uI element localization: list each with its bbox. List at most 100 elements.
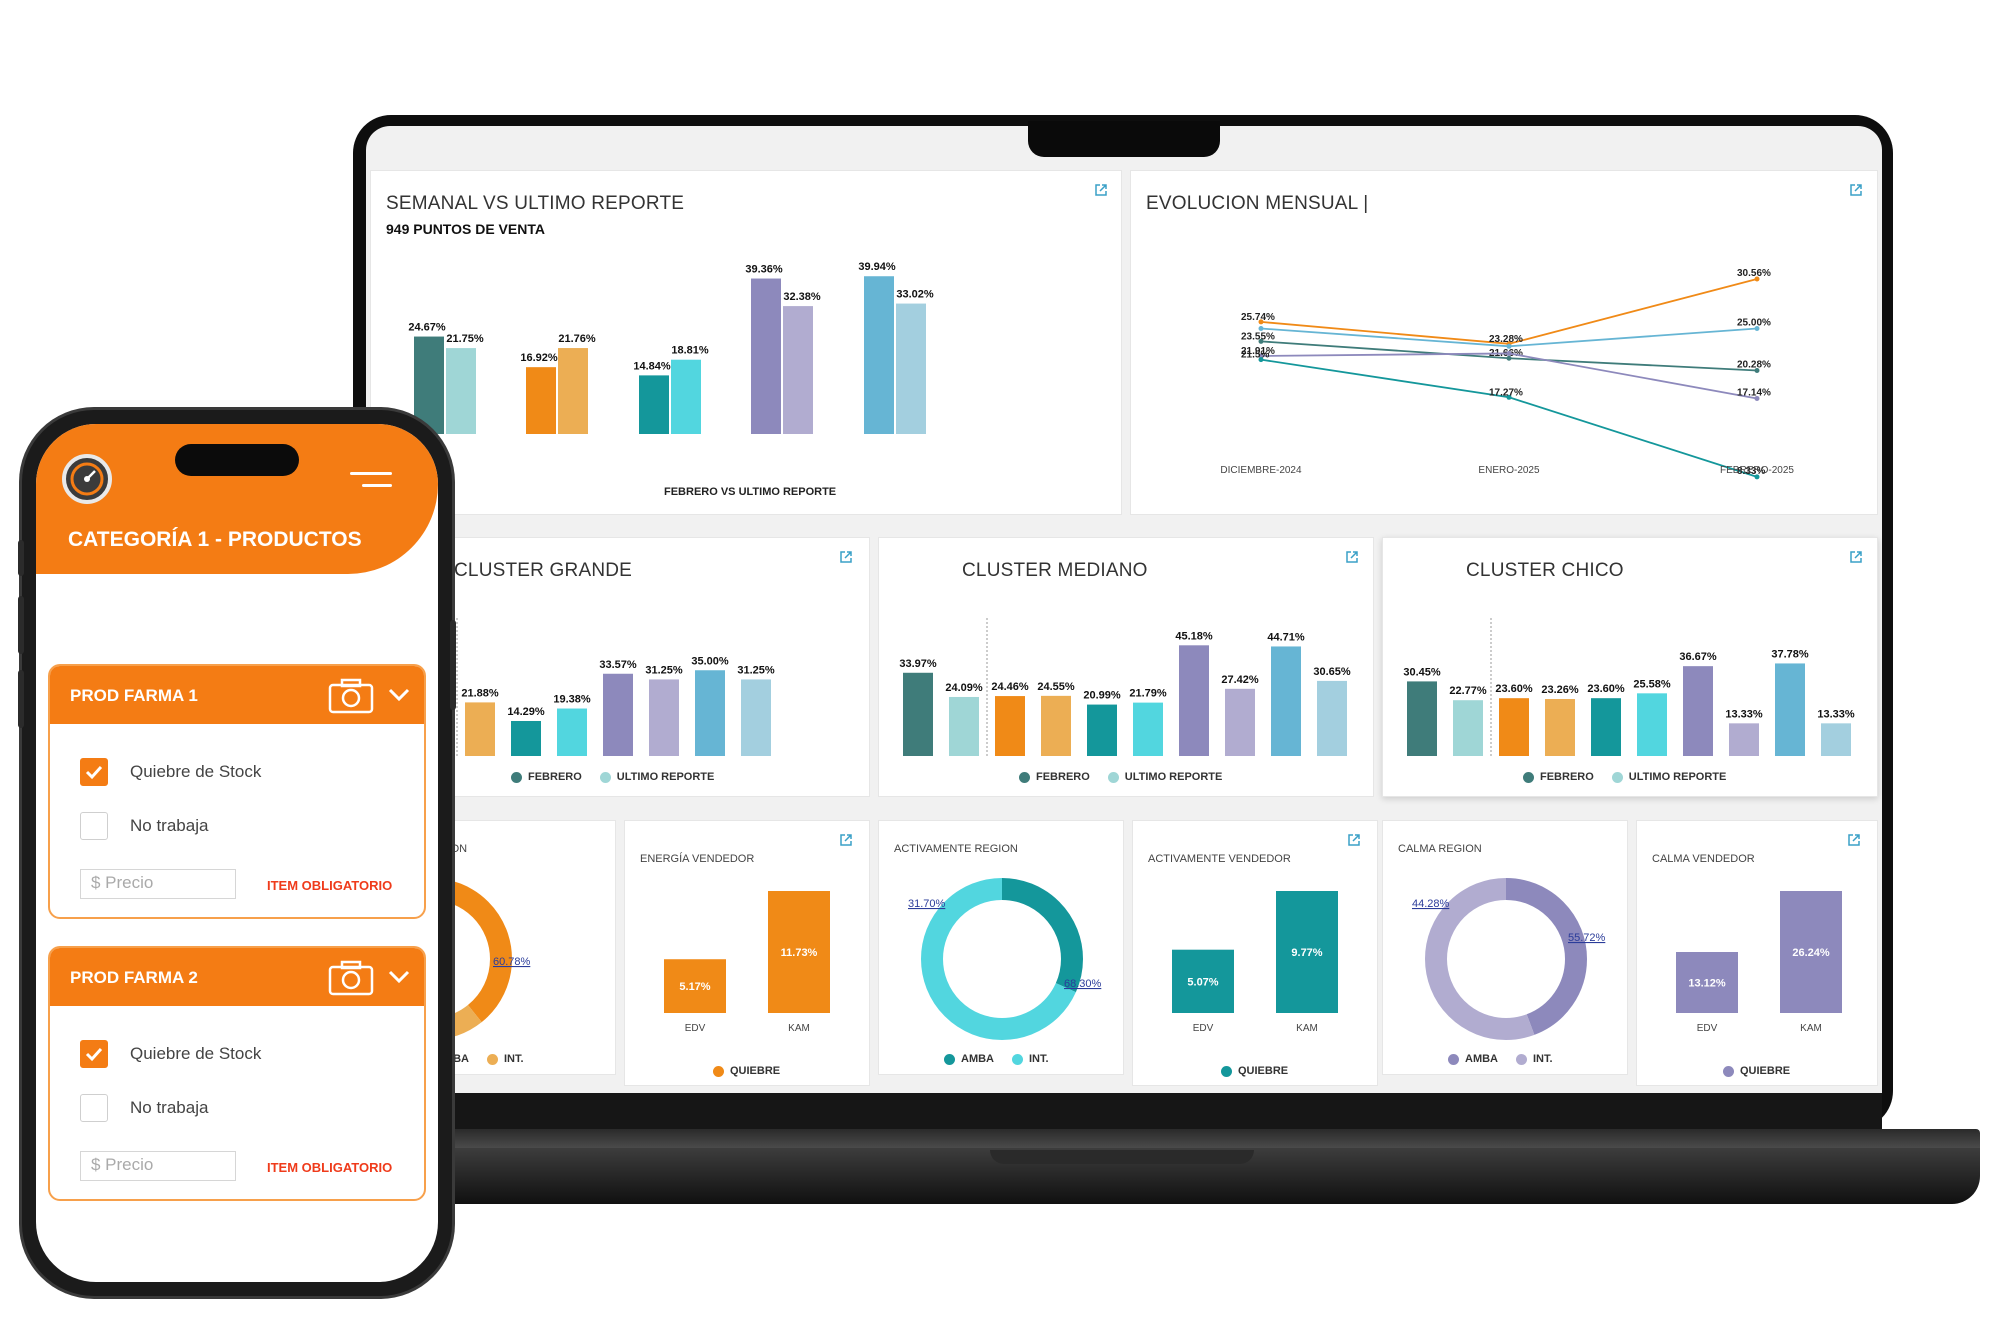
external-link-icon[interactable] [839, 550, 853, 564]
hamburger-menu-icon[interactable] [350, 472, 392, 492]
product-card-header[interactable]: PROD FARMA 1 [50, 666, 424, 724]
data-point [1258, 326, 1264, 331]
bar [695, 670, 725, 756]
data-label: 21.91% [1241, 346, 1275, 357]
data-label: 24.46% [991, 681, 1029, 693]
category-label: KAM [788, 1023, 810, 1034]
category-label: KAM [1800, 1023, 1822, 1034]
checkbox-checked[interactable] [80, 1040, 108, 1068]
bar [783, 306, 813, 434]
data-point [1506, 343, 1512, 349]
legend-dot [1611, 771, 1623, 783]
external-link-icon[interactable] [1849, 550, 1863, 564]
vendedor-title: ENERGÍA VENDEDOR [640, 853, 755, 865]
bar [1683, 666, 1713, 756]
option-no-trabaja[interactable]: No trabaja [80, 1094, 208, 1122]
data-point [1258, 319, 1264, 325]
option-quiebre-stock[interactable]: Quiebre de Stock [80, 1040, 261, 1068]
external-link-icon[interactable] [839, 833, 853, 847]
legend-dot [1107, 771, 1119, 783]
legend-dot [944, 1053, 955, 1065]
bar [1780, 891, 1842, 1013]
evolucion-panel: EVOLUCION MENSUAL | 25.74% 23.28% 30.56% 25… [1130, 170, 1878, 515]
data-label: 21.88% [461, 687, 499, 699]
cluster-grande-legend: FEBRERO ULTIMO REPORTE [511, 771, 714, 783]
data-label: 39.94% [858, 261, 896, 273]
bar [1821, 723, 1851, 756]
external-link-icon[interactable] [1345, 550, 1359, 564]
data-label: 30.45% [1403, 666, 1441, 678]
legend-item: INT. [1516, 1053, 1553, 1065]
data-point [1754, 326, 1760, 331]
vendedor-panel-calma: CALMA VENDEDOR 13.12% EDV 26.24% KAM QUIEBR… [1636, 820, 1878, 1086]
data-label: 24.55% [1037, 681, 1075, 693]
x-tick-label: DICIEMBRE-2024 [1220, 465, 1302, 476]
legend-item: ULTIMO REPORTE [1107, 771, 1222, 783]
camera-icon[interactable] [328, 960, 374, 996]
legend-label: QUIEBRE [1740, 1065, 1791, 1077]
checkbox-checked[interactable] [80, 758, 108, 786]
bar [949, 696, 979, 756]
series-line [1260, 358, 1758, 478]
bar [1133, 702, 1163, 756]
legend-item: FEBRERO [1019, 771, 1090, 783]
product-card-header[interactable]: PROD FARMA 2 [50, 948, 424, 1006]
checkbox-unchecked[interactable] [80, 812, 108, 840]
bar [1041, 695, 1071, 756]
legend-item: QUIEBRE [1221, 1065, 1288, 1077]
data-point [1754, 276, 1760, 282]
option-label: Quiebre de Stock [130, 1044, 262, 1063]
bar [1591, 698, 1621, 756]
price-input[interactable]: $ Precio [80, 1151, 236, 1181]
data-label: 21.5% [1241, 350, 1269, 361]
option-quiebre-stock[interactable]: Quiebre de Stock [80, 758, 261, 786]
bar [903, 672, 933, 756]
bar [446, 348, 476, 434]
legend-label: QUIEBRE [730, 1065, 781, 1077]
cluster-chico-panel: CLUSTER CHICO 30.45% 22.77% 23.60% 23.26% 23… [1382, 537, 1878, 797]
external-link-icon[interactable] [1094, 183, 1108, 197]
legend-label: ULTIMO REPORTE [616, 771, 715, 783]
phone-screen: CATEGORÍA 1 - PRODUCTOS PROD FARMA 1 Qui… [36, 424, 438, 1282]
data-point [1506, 350, 1512, 356]
external-link-icon[interactable] [1849, 183, 1863, 197]
dynamic-island [175, 444, 299, 476]
data-label: 5.07% [1187, 976, 1218, 988]
gauge-logo-icon[interactable] [62, 454, 112, 504]
data-label: 17.27% [1489, 387, 1523, 398]
bar [526, 367, 556, 434]
donut-slice [921, 878, 1083, 1040]
data-label: 14.84% [633, 360, 671, 372]
phone-action-button [18, 540, 24, 576]
data-label: 21.75% [446, 333, 484, 345]
data-label: 13.12% [1688, 978, 1726, 990]
camera-icon[interactable] [328, 678, 374, 714]
legend-label: QUIEBRE [1238, 1065, 1289, 1077]
semanal-panel: SEMANAL VS ULTIMO REPORTE 949 PUNTOS DE … [370, 170, 1122, 515]
data-label: 31.25% [645, 664, 683, 676]
chevron-down-icon[interactable] [388, 968, 410, 986]
option-no-trabaja[interactable]: No trabaja [80, 812, 208, 840]
price-input[interactable]: $ Precio [80, 869, 236, 899]
data-label: 25.74% [1241, 312, 1275, 323]
data-label: 24.67% [408, 322, 446, 334]
bar [751, 278, 781, 434]
external-link-icon[interactable] [1847, 833, 1861, 847]
cluster-chico-legend: FEBRERO ULTIMO REPORTE [1523, 771, 1726, 783]
legend-dot [1516, 1053, 1527, 1065]
x-tick-label: FEBRERO-2025 [1720, 465, 1794, 476]
option-label: No trabaja [130, 1098, 209, 1117]
vendedor-legend: QUIEBRE [1221, 1065, 1288, 1077]
bar [649, 679, 679, 756]
bar [768, 891, 830, 1013]
bar [1172, 949, 1234, 1013]
chevron-down-icon[interactable] [388, 686, 410, 704]
data-point [1258, 338, 1264, 344]
data-point [1754, 368, 1760, 374]
legend-dot [1221, 1065, 1232, 1077]
external-link-icon[interactable] [1347, 833, 1361, 847]
legend-item: AMBA [1448, 1053, 1498, 1065]
required-item-label: ITEM OBLIGATORIO [267, 878, 393, 893]
checkbox-unchecked[interactable] [80, 1094, 108, 1122]
evolucion-title: EVOLUCION MENSUAL | [1146, 193, 1369, 214]
